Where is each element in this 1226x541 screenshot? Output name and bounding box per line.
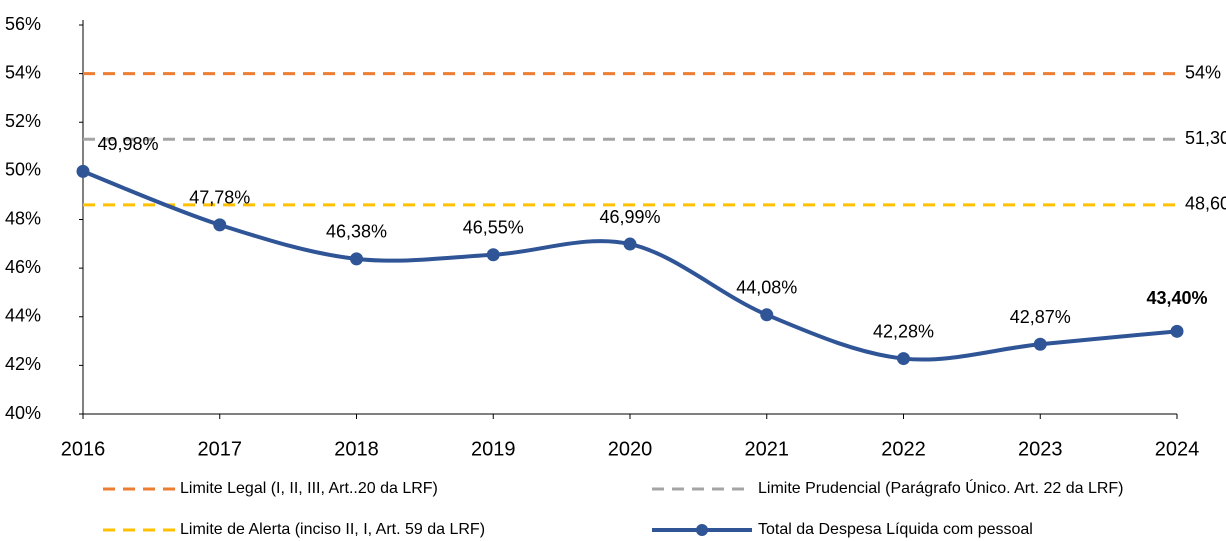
point (76, 164, 90, 178)
x-tick-label: 2022 (881, 438, 926, 460)
value-label: 54% (1185, 62, 1221, 82)
legend-label: Limite Prudencial (Parágrafo Único. Art.… (758, 478, 1124, 497)
x-tick-label: 2021 (745, 438, 790, 460)
x-tick-label: 2020 (608, 438, 653, 460)
y-tick-label: 50% (5, 160, 41, 180)
x-tick-label: 2019 (471, 438, 516, 460)
y-tick-label: 42% (5, 354, 41, 374)
y-tick-label: 44% (5, 306, 41, 326)
point (897, 352, 910, 366)
value-label: 44,08% (736, 278, 797, 298)
value-label: 49,98% (97, 134, 158, 154)
y-tick-label: 54% (5, 62, 41, 82)
x-tick-label: 2018 (334, 438, 379, 460)
point (623, 237, 637, 251)
y-tick-label: 40% (5, 403, 41, 423)
point (486, 248, 500, 262)
value-label: 48,60% (1185, 194, 1226, 214)
y-tick-label: 56% (5, 14, 41, 34)
x-tick-label: 2016 (61, 438, 106, 460)
value-label: 51,30% (1185, 128, 1226, 148)
value-label: 46,38% (326, 222, 387, 242)
y-tick-label: 52% (5, 111, 41, 131)
point (1033, 337, 1047, 351)
x-tick-label: 2023 (1018, 438, 1063, 460)
legend-label: Total da Despesa Líquida com pessoal (758, 521, 1033, 538)
x-tick-label: 2024 (1155, 438, 1200, 460)
point (350, 252, 363, 266)
value-label: 47,78% (189, 188, 250, 208)
value-label: 46,55% (463, 218, 524, 238)
value-label: 46,99% (599, 207, 660, 227)
y-tick-label: 46% (5, 257, 41, 277)
y-tick-label: 48% (5, 208, 41, 228)
x-tick-label: 2017 (198, 438, 243, 460)
point (1170, 324, 1184, 338)
legend-label: Limite de Alerta (inciso II, I, Art. 59 … (180, 521, 485, 538)
legend-label: Limite Legal (I, II, III, Art..20 da LRF… (180, 480, 438, 497)
value-label: 42,87% (1010, 307, 1071, 327)
value-label: 43,40% (1146, 288, 1207, 308)
point (760, 308, 774, 322)
point (213, 218, 227, 232)
value-label: 42,28% (873, 321, 934, 341)
legend-marker (696, 524, 708, 536)
